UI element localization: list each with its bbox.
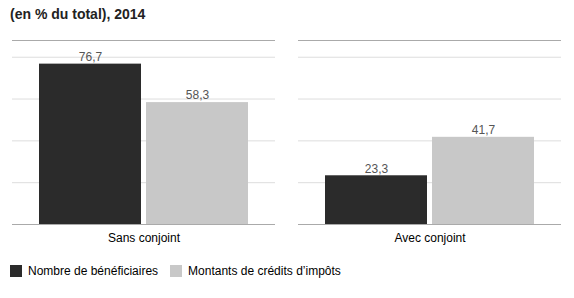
svg-text:41,7: 41,7 bbox=[472, 123, 496, 137]
svg-text:23,3: 23,3 bbox=[365, 162, 389, 176]
svg-text:76,7: 76,7 bbox=[79, 50, 103, 64]
svg-text:58,3: 58,3 bbox=[186, 88, 210, 102]
html-text:(en % du total), 2014: (en % du total), 2014 bbox=[10, 6, 146, 22]
svg-text:Avec conjoint: Avec conjoint bbox=[394, 231, 466, 245]
svg-text:Sans conjoint: Sans conjoint bbox=[108, 231, 181, 245]
html-text:Montants de crédits d’impôts: Montants de crédits d’impôts bbox=[188, 263, 341, 278]
html-text:Nombre de bénéficiaires: Nombre de bénéficiaires bbox=[28, 263, 159, 278]
